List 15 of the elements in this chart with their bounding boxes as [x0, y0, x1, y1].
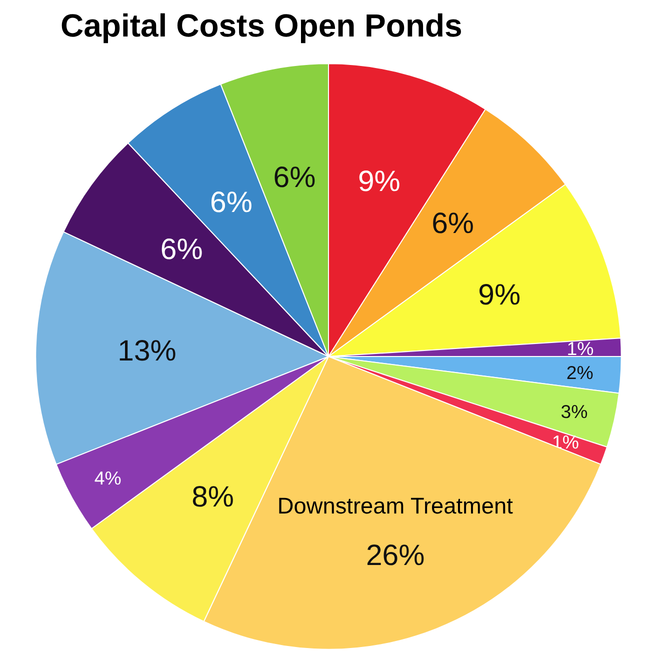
data-label: 6% [432, 207, 474, 240]
data-label: 6% [210, 186, 252, 220]
data-label: 3% [560, 401, 588, 422]
chart-title: Capital Costs Open Ponds [60, 8, 462, 44]
data-label: 9% [478, 278, 521, 312]
data-label: 6% [160, 232, 203, 266]
data-label: 6% [273, 161, 316, 194]
data-label: 1% [566, 338, 594, 360]
data-label: 2% [566, 362, 594, 383]
data-label: 26% [366, 538, 425, 572]
data-label: 9% [358, 165, 400, 198]
slice-label: Downstream Treatment [277, 492, 514, 518]
data-label: 13% [118, 334, 176, 368]
data-label: 8% [192, 480, 234, 514]
data-label: 4% [94, 468, 122, 489]
